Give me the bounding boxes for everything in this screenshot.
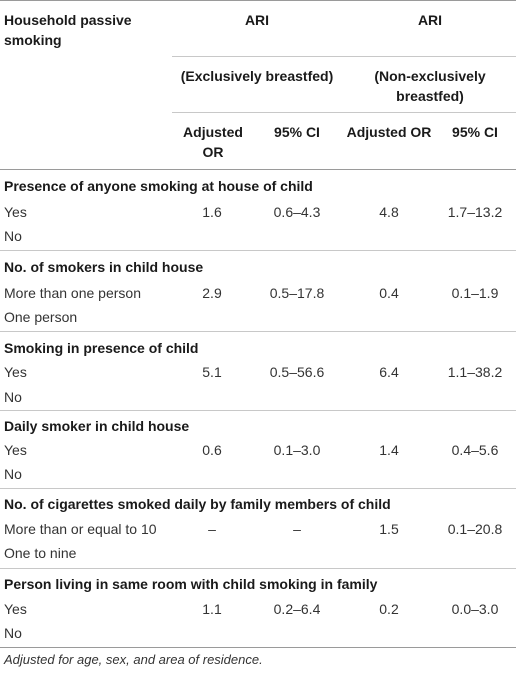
section-title: No. of smokers in child house bbox=[4, 259, 204, 275]
cell-value: 1.6 bbox=[202, 204, 222, 220]
group-header-1: ARI bbox=[244, 12, 270, 28]
cell-value: 0.2 bbox=[379, 601, 399, 617]
row-label: More than or equal to 10 bbox=[4, 521, 157, 537]
cell-value: 1.7–13.2 bbox=[447, 204, 503, 220]
subgroup-rule bbox=[172, 112, 516, 113]
section-title: Presence of anyone smoking at house of c… bbox=[4, 178, 313, 194]
section-rule bbox=[0, 568, 516, 569]
cell-value: 0.1–1.9 bbox=[451, 285, 499, 301]
cell-value: 0.1–3.0 bbox=[273, 442, 321, 458]
bottom-rule bbox=[0, 647, 516, 648]
col-header-ci-2: 95% CI bbox=[452, 124, 498, 140]
section-rule bbox=[0, 331, 516, 332]
cell-value: 0.6–4.3 bbox=[273, 204, 321, 220]
cell-value: 5.1 bbox=[202, 364, 222, 380]
row-label: Yes bbox=[4, 601, 27, 617]
col-header-adjusted-or-1: Adjusted OR bbox=[183, 124, 243, 160]
row-header: Household passive smoking bbox=[4, 12, 132, 48]
row-label: One person bbox=[4, 309, 78, 325]
cell-value: 0.4 bbox=[379, 285, 399, 301]
cell-value: 1.1–38.2 bbox=[447, 364, 503, 380]
cell-value: 0.0–3.0 bbox=[451, 601, 499, 617]
section-rule bbox=[0, 250, 516, 251]
cell-value: 1.4 bbox=[379, 442, 399, 458]
section-rule bbox=[0, 488, 516, 489]
section-rule bbox=[0, 410, 516, 411]
section-title: Daily smoker in child house bbox=[4, 418, 190, 434]
cell-value: 0.5–17.8 bbox=[269, 285, 325, 301]
cell-value: 6.4 bbox=[379, 364, 399, 380]
row-label: One to nine bbox=[4, 545, 77, 561]
col-header-adjusted-or-2: Adjusted OR bbox=[346, 124, 432, 140]
row-label: More than one person bbox=[4, 285, 141, 301]
header-bottom-rule bbox=[0, 169, 516, 170]
row-label: No bbox=[4, 625, 22, 641]
row-label: Yes bbox=[4, 442, 27, 458]
cell-value: 0.1–20.8 bbox=[447, 521, 503, 537]
row-label: Yes bbox=[4, 364, 27, 380]
cell-value: 1.5 bbox=[379, 521, 399, 537]
cell-value: 2.9 bbox=[202, 285, 222, 301]
cell-value: – bbox=[293, 521, 301, 537]
group-rule bbox=[172, 56, 516, 57]
table-footnote: Adjusted for age, sex, and area of resid… bbox=[4, 652, 263, 667]
cell-value: 0.5–56.6 bbox=[269, 364, 325, 380]
section-title: No. of cigarettes smoked daily by family… bbox=[4, 496, 391, 512]
section-title: Person living in same room with child sm… bbox=[4, 576, 378, 592]
section-title: Smoking in presence of child bbox=[4, 340, 199, 356]
cell-value: 1.1 bbox=[202, 601, 222, 617]
row-label: No bbox=[4, 389, 22, 405]
cell-value: 0.2–6.4 bbox=[273, 601, 321, 617]
col-header-ci-1: 95% CI bbox=[274, 124, 320, 140]
subgroup-header-1: (Exclusively breastfed) bbox=[180, 68, 334, 84]
cell-value: 4.8 bbox=[379, 204, 399, 220]
subgroup-header-2: (Non-exclusively breastfed) bbox=[374, 68, 486, 104]
row-label: No bbox=[4, 466, 22, 482]
cell-value: 0.6 bbox=[202, 442, 222, 458]
cell-value: – bbox=[208, 521, 216, 537]
cell-value: 0.4–5.6 bbox=[451, 442, 499, 458]
group-header-2: ARI bbox=[417, 12, 443, 28]
row-label: Yes bbox=[4, 204, 27, 220]
top-rule bbox=[0, 0, 516, 1]
row-label: No bbox=[4, 228, 22, 244]
